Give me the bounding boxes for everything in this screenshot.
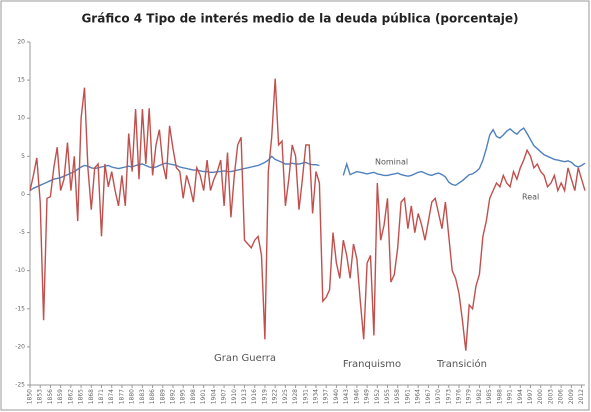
x-tick-label: 1946 [353, 389, 360, 404]
x-tick-label: 1880 [129, 389, 136, 404]
x-tick-label: 1943 [343, 389, 350, 404]
y-tick-label: -5 [19, 229, 25, 236]
x-tick-label: 1937 [323, 389, 330, 404]
x-tick-label: 1967 [425, 389, 432, 404]
x-tick-label: 1988 [496, 389, 503, 404]
x-tick-label: 1949 [364, 389, 371, 404]
x-tick-label: 1883 [139, 389, 146, 404]
y-tick-label: -25 [15, 382, 25, 389]
x-tick-label: 1982 [476, 389, 483, 404]
y-tick-label: -10 [15, 267, 25, 274]
x-tick-label: 1874 [108, 389, 115, 404]
y-tick-label: -15 [15, 305, 25, 312]
x-tick-label: 1859 [57, 389, 64, 404]
x-tick-label: 1985 [486, 389, 493, 404]
x-tick-label: 1850 [27, 389, 34, 404]
x-tick-label: 1856 [47, 389, 54, 404]
x-tick-label: 1865 [78, 389, 85, 404]
x-tick-label: 1910 [231, 389, 238, 404]
series-line [29, 78, 586, 351]
y-tick-label: 5 [21, 153, 25, 160]
x-tick-label: 1994 [517, 389, 524, 404]
x-tick-label: 1970 [435, 389, 442, 404]
x-tick-label: 1991 [507, 389, 514, 404]
x-tick-label: 1955 [384, 389, 391, 404]
x-tick-label: 1973 [445, 389, 452, 404]
x-tick-label: 1913 [241, 389, 248, 404]
x-tick-label: 1976 [456, 389, 463, 404]
x-tick-label: 1907 [221, 389, 228, 404]
x-tick-label: 1871 [98, 389, 105, 404]
x-tick-label: 1904 [210, 389, 217, 404]
x-tick-label: 1979 [466, 389, 473, 404]
x-tick-label: 1940 [333, 389, 340, 404]
x-tick-label: 1892 [170, 389, 177, 404]
x-tick-label: 1916 [251, 389, 258, 404]
x-tick-label: 1925 [282, 389, 289, 404]
x-tick-label: 1958 [394, 389, 401, 404]
x-tick-label: 1934 [313, 389, 320, 404]
x-tick-label: 1964 [415, 389, 422, 404]
x-tick-label: 1889 [159, 389, 166, 404]
x-tick-label: 1877 [118, 389, 125, 404]
y-tick-label: 15 [17, 77, 25, 84]
x-tick-label: 2009 [568, 389, 575, 404]
y-tick-label: 0 [21, 191, 25, 198]
x-tick-label: 1928 [292, 389, 299, 404]
x-tick-label: 1901 [200, 389, 207, 404]
x-tick-label: 1997 [527, 389, 534, 404]
annotation: Franquismo [343, 359, 401, 370]
x-tick-label: 1898 [190, 389, 197, 404]
annotation: Gran Guerra [214, 353, 276, 364]
x-tick-label: 2012 [578, 389, 585, 404]
x-tick-label: 1862 [67, 389, 74, 404]
series-label: Nominal [375, 158, 408, 167]
y-tick-label: 20 [17, 39, 25, 46]
x-tick-label: 1952 [374, 389, 381, 404]
x-tick-label: 1922 [272, 389, 279, 404]
series-label: Real [522, 193, 539, 202]
x-tick-label: 1931 [302, 389, 309, 404]
x-tick-label: 2000 [537, 389, 544, 404]
x-tick-label: 1919 [261, 389, 268, 404]
x-tick-label: 1895 [180, 389, 187, 404]
annotation: Transición [436, 358, 487, 370]
x-tick-label: 1961 [404, 389, 411, 404]
x-tick-label: 1886 [149, 389, 156, 404]
y-tick-label: 10 [17, 115, 25, 122]
y-tick-label: -20 [15, 343, 25, 350]
x-tick-label: 1868 [88, 389, 95, 404]
series-line [29, 127, 586, 192]
chart-title: Gráfico 4 Tipo de interés medio de la de… [81, 12, 518, 26]
x-tick-label: 2006 [558, 389, 565, 404]
x-tick-label: 2003 [547, 389, 554, 404]
x-tick-label: 1853 [37, 389, 44, 404]
